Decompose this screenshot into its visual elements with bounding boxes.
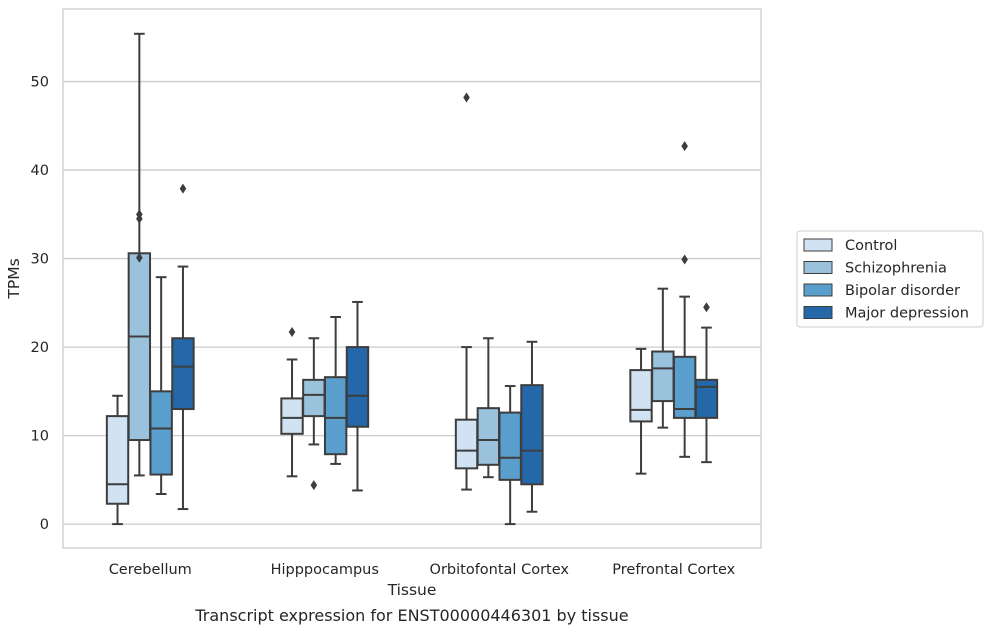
box-hipppocampus: [323, 316, 348, 465]
series-major-depression: [171, 183, 719, 513]
box-body: [454, 418, 479, 470]
box-body: [498, 411, 522, 481]
outlier-point: [463, 92, 470, 103]
legend-swatch: [803, 261, 833, 274]
x-tick-label: Hipppocampus: [271, 562, 379, 578]
y-tick-label: 0: [40, 517, 49, 533]
box-body: [280, 397, 304, 435]
box-prefrontal-cortex: [694, 302, 719, 464]
box-body: [302, 378, 326, 418]
box-orbitofontal-cortex: [454, 92, 479, 491]
outlier-point: [681, 141, 688, 152]
outlier-point: [310, 480, 318, 491]
box-body: [149, 390, 173, 476]
legend-label: Bipolar disorder: [845, 283, 960, 299]
legend-swatch: [803, 238, 833, 252]
y-axis-label: TPMs: [5, 258, 23, 299]
box-orbitofontal-cortex: [520, 340, 544, 513]
outlier-point: [681, 254, 688, 265]
legend-swatch: [803, 283, 833, 297]
box-body: [520, 384, 544, 486]
outlier-point: [136, 252, 143, 263]
y-tick-label: 20: [31, 340, 49, 356]
x-tick-label: Cerebellum: [109, 562, 192, 578]
box-cerebellum: [171, 183, 195, 511]
box-hipppocampus: [345, 300, 370, 492]
series-bipolar-disorder: [149, 141, 697, 526]
legend-item: Bipolar disorder: [803, 283, 960, 299]
y-tick-label: 10: [31, 429, 49, 445]
series-control: [105, 92, 653, 526]
x-axis-label: Tissue: [387, 581, 437, 599]
box-body: [345, 346, 370, 428]
outlier-point: [703, 302, 710, 313]
box-body: [127, 252, 152, 442]
legend-label: Control: [845, 238, 897, 254]
legend-label: Schizophrenia: [845, 261, 947, 277]
y-tick-label: 40: [31, 163, 49, 179]
outlier-point: [136, 209, 143, 220]
x-tick-label: Orbitofontal Cortex: [430, 562, 570, 578]
box-hipppocampus: [302, 337, 326, 491]
y-tick-label: 50: [31, 75, 49, 91]
y-axis-ticks: 0 10 20 30 40 50: [31, 75, 49, 534]
plot-frame: [62, 8, 762, 549]
outlier-point: [288, 327, 296, 338]
y-tick-label: 30: [31, 252, 49, 268]
outlier-point: [179, 183, 187, 194]
series-schizophrenia: [127, 32, 675, 491]
x-axis-ticks: Cerebellum Hipppocampus Orbitofontal Corte…: [109, 562, 736, 578]
legend-item: Major depression: [803, 306, 969, 322]
legend-frame: [796, 230, 984, 328]
x-tick-label: Prefrontal Cortex: [612, 562, 735, 578]
box-body: [629, 369, 653, 423]
box-prefrontal-cortex: [629, 347, 653, 475]
box-body: [476, 407, 501, 466]
legend-item: Control: [803, 238, 897, 254]
chart-caption: Transcript expression for ENST0000044630…: [194, 606, 628, 625]
legend-label: Major depression: [845, 306, 969, 322]
box-prefrontal-cortex: [672, 141, 697, 458]
box-cerebellum: [149, 276, 173, 496]
box-body: [171, 337, 195, 411]
legend-swatch: [803, 306, 833, 319]
box-orbitofontal-cortex: [498, 385, 522, 526]
box-body: [694, 378, 719, 419]
box-cerebellum: [127, 32, 152, 477]
box-body: [105, 415, 130, 505]
box-cerebellum: [105, 394, 130, 526]
plot-area: [105, 32, 719, 526]
box-body: [651, 350, 675, 403]
legend-item: Schizophrenia: [803, 261, 947, 277]
box-body: [323, 376, 348, 456]
legend: Control Schizophrenia Bipolar disorder Majo…: [796, 230, 984, 328]
